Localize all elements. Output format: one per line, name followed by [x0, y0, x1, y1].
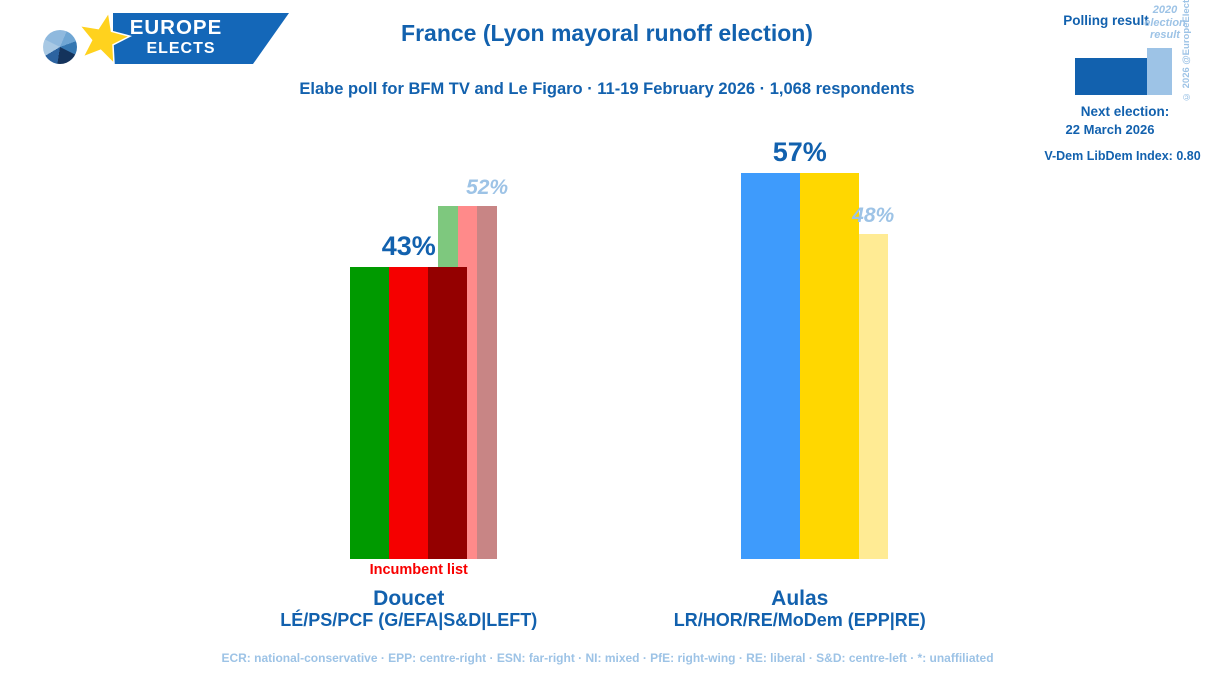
result-2020-bar: [858, 233, 888, 559]
next-election-date: 22 March 2026: [1065, 122, 1155, 137]
page-subtitle: Elabe poll for BFM TV and Le Figaro · 11…: [299, 80, 915, 98]
candidate-name: Doucet: [373, 587, 445, 610]
vdem-index-label: V-Dem LibDem Index: 0.80: [1044, 149, 1201, 163]
result-2020-value-label: 52%: [466, 176, 509, 200]
europe-elects-pie-icon: [43, 30, 77, 64]
party-list-label: LR/HOR/RE/MoDem (EPP|RE): [673, 610, 926, 630]
legend-2020-bar-swatch: [1147, 48, 1172, 95]
logo-banner: [113, 13, 289, 64]
polling-value-label: 57%: [772, 136, 827, 167]
polling-bar: [741, 172, 800, 559]
legend-2020-label: 2020 election result: [1144, 4, 1186, 42]
polling-bar: [799, 172, 859, 559]
footer-abbreviations: ECR: national-conservative · EPP: centre…: [221, 651, 994, 665]
polling-value-label: 43%: [381, 231, 436, 262]
star-icon: [77, 10, 132, 66]
incumbent-note: Incumbent list: [369, 562, 468, 578]
page-title: France (Lyon mayoral runoff election): [401, 20, 813, 46]
europe-elects-logo: [77, 10, 289, 66]
result-2020-value-label: 48%: [852, 203, 895, 227]
polling-bar: [389, 267, 429, 559]
candidate-name: Aulas: [771, 587, 829, 610]
result-2020-bar: [477, 206, 497, 559]
brand-name-line2: ELECTS: [146, 40, 216, 57]
party-list-label: LÉ/PS/PCF (G/EFA|S&D|LEFT): [280, 610, 538, 630]
next-election-label: Next election:: [1080, 104, 1170, 119]
polling-bar: [428, 267, 468, 559]
legend-polling-bar-swatch: [1075, 58, 1147, 95]
legend-polling-label: Polling result: [1063, 13, 1149, 28]
brand-name-line1: EUROPE: [129, 16, 223, 39]
polling-bar: [350, 267, 390, 559]
